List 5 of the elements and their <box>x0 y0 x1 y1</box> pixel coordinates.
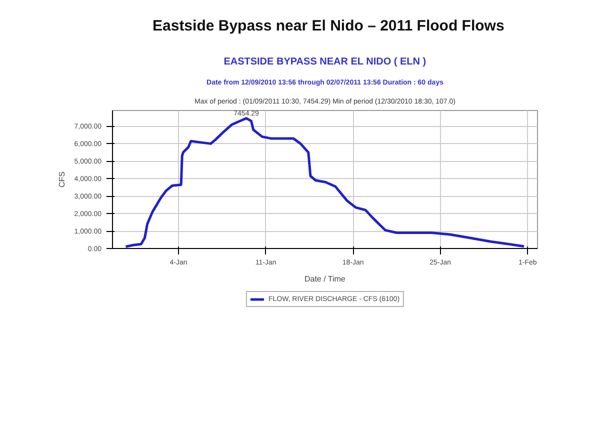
y-axis-title: CFS <box>57 172 66 188</box>
line-series <box>124 117 526 248</box>
chart-subtitle: EASTSIDE BYPASS NEAR EL NIDO ( ELN ) <box>224 56 426 68</box>
x-axis-title: Date / Time <box>304 274 346 284</box>
chart-title: Eastside Bypass near El Nido – 2011 Flood Flows <box>152 18 504 34</box>
